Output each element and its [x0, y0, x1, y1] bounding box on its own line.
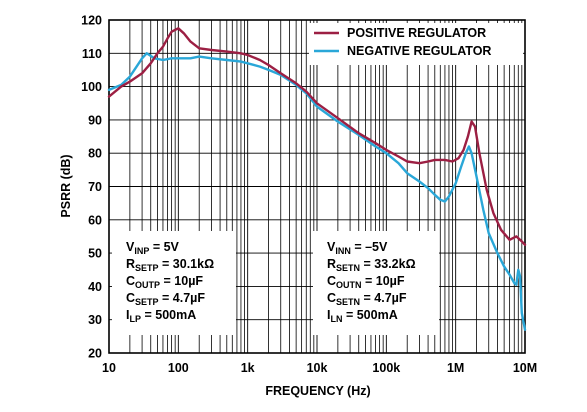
y-tick-label: 30	[88, 313, 102, 327]
x-axis-ticks: 10 100 1k 10k 100k 1M 10M	[102, 361, 537, 375]
x-tick-label: 10M	[513, 361, 537, 375]
annotation-box	[313, 231, 439, 335]
annotation-line: CSETP = 4.7µF	[126, 291, 205, 307]
y-tick-label: 50	[88, 247, 102, 261]
legend-label: NEGATIVE REGULATOR	[347, 44, 491, 58]
annotation-line: VINN = –5V	[327, 240, 388, 256]
x-tick-label: 100k	[372, 361, 400, 375]
x-axis-label: FREQUENCY (Hz)	[265, 384, 370, 398]
annotation-line: VINP = 5V	[126, 240, 180, 256]
x-tick-label: 10	[102, 361, 116, 375]
y-tick-label: 40	[88, 280, 102, 294]
y-tick-label: 80	[88, 147, 102, 161]
y-tick-label: 90	[88, 113, 102, 127]
annotation-line: COUTP = 10µF	[126, 274, 203, 290]
y-axis-ticks: 20 30 40 50 60 70 80 90 100 110 120	[81, 14, 102, 361]
series-line-negative	[107, 52, 527, 331]
chart-series	[107, 27, 527, 331]
legend-label: POSITIVE REGULATOR	[347, 26, 486, 40]
annotation-line: COUTN = 10µF	[327, 274, 405, 290]
annotation-line: ILN = 500mA	[327, 308, 398, 324]
y-tick-label: 70	[88, 180, 102, 194]
annotation-line: CSETN = 4.7µF	[327, 291, 407, 307]
x-tick-label: 1M	[447, 361, 464, 375]
legend-box	[309, 23, 523, 65]
y-tick-label: 100	[81, 80, 102, 94]
y-axis-label: PSRR (dB)	[59, 154, 73, 217]
plot-frame	[108, 19, 526, 354]
x-tick-label: 1k	[241, 361, 255, 375]
y-tick-label: 120	[81, 14, 102, 28]
x-tick-label: 10k	[307, 361, 328, 375]
annotation-box	[112, 231, 236, 335]
series-line-positive	[107, 27, 527, 246]
annotation-line: ILP = 500mA	[126, 308, 196, 324]
x-tick-label: 100	[168, 361, 189, 375]
annotation-line: RSETN = 33.2kΩ	[327, 257, 416, 273]
y-tick-label: 110	[82, 47, 102, 61]
y-tick-label: 60	[88, 213, 102, 227]
annotation-line: RSETP = 30.1kΩ	[126, 257, 214, 273]
y-tick-label: 20	[88, 347, 102, 361]
chart-legend: POSITIVE REGULATOR NEGATIVE REGULATOR	[309, 23, 523, 65]
plot-border	[108, 19, 526, 354]
